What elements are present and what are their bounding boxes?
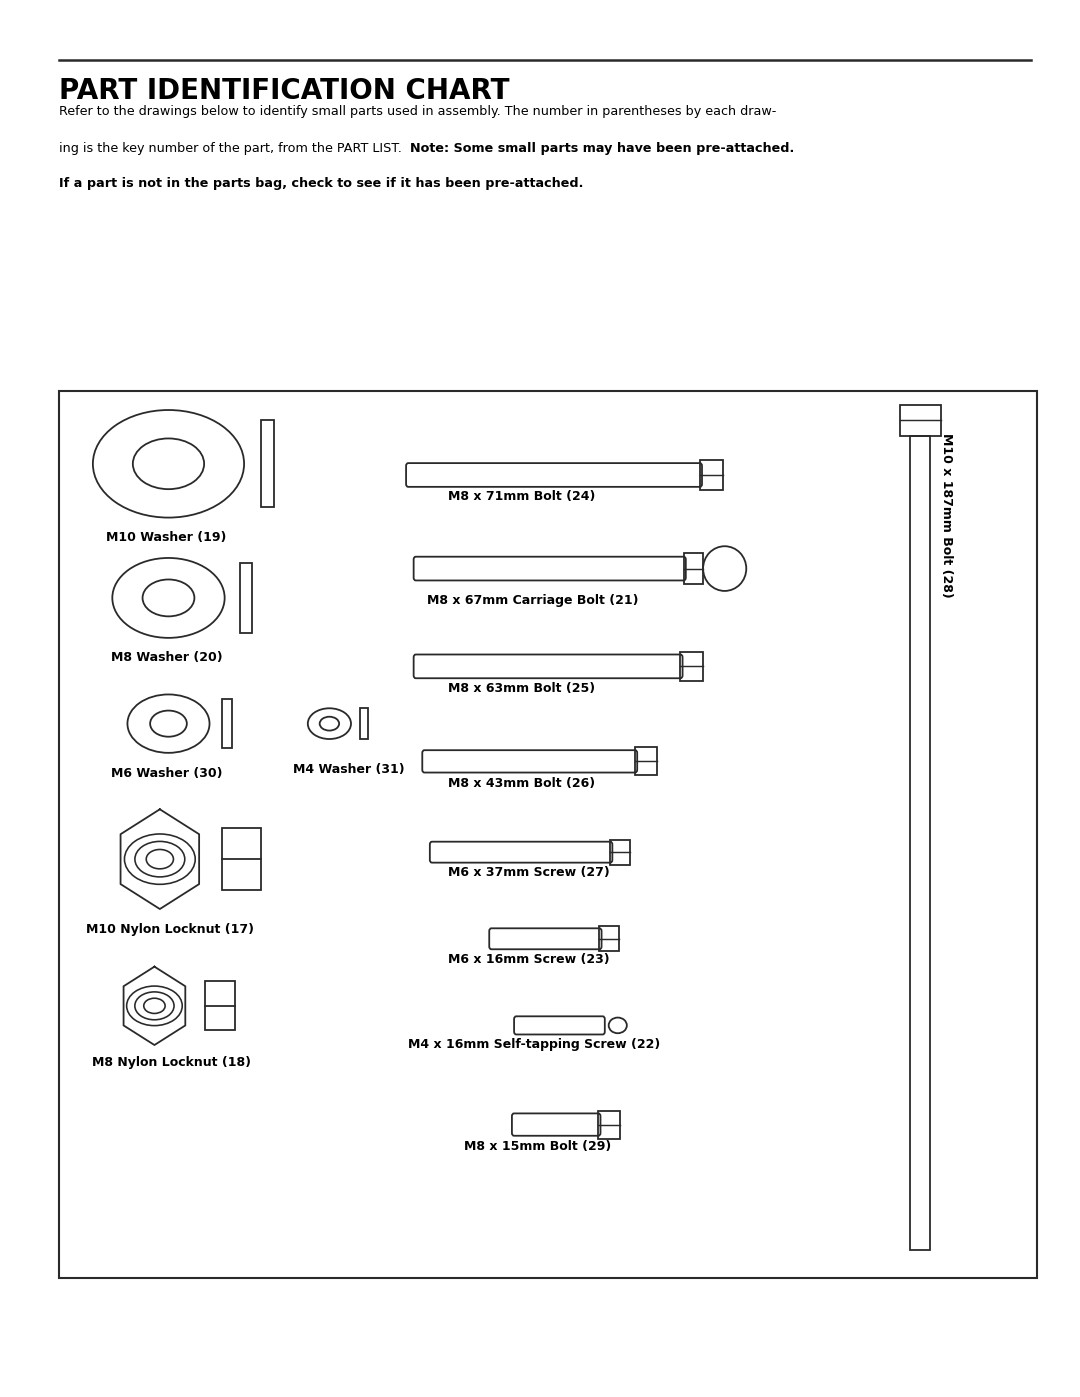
Text: M8 x 43mm Bolt (26): M8 x 43mm Bolt (26) (448, 777, 595, 789)
Bar (222, 700, 232, 749)
Bar (610, 840, 630, 865)
Bar (635, 747, 657, 775)
Text: If a part is not in the parts bag, check to see if it has been pre-attached.: If a part is not in the parts bag, check… (59, 177, 584, 190)
Text: M10 Nylon Locknut (17): M10 Nylon Locknut (17) (86, 923, 255, 936)
Text: M8 x 67mm Carriage Bolt (21): M8 x 67mm Carriage Bolt (21) (427, 594, 638, 606)
Text: M4 x 16mm Self-tapping Screw (22): M4 x 16mm Self-tapping Screw (22) (408, 1038, 661, 1051)
Text: PART IDENTIFICATION CHART: PART IDENTIFICATION CHART (59, 77, 510, 105)
Text: M8 x 71mm Bolt (24): M8 x 71mm Bolt (24) (448, 490, 595, 503)
Bar (700, 461, 723, 489)
Text: M8 Nylon Locknut (18): M8 Nylon Locknut (18) (92, 1056, 251, 1069)
Text: M10 Washer (19): M10 Washer (19) (106, 531, 226, 543)
Bar (598, 1111, 620, 1139)
Bar (900, 405, 941, 436)
Bar (59, 391, 1037, 1278)
Text: ing is the key number of the part, from the PART LIST.: ing is the key number of the part, from … (59, 142, 406, 155)
Text: M8 Washer (20): M8 Washer (20) (111, 651, 222, 664)
Bar (361, 708, 367, 739)
Text: Refer to the drawings below to identify small parts used in assembly. The number: Refer to the drawings below to identify … (59, 105, 777, 117)
Bar (680, 651, 703, 680)
Bar (261, 420, 274, 507)
Bar (684, 553, 703, 584)
Bar (222, 828, 261, 890)
Text: M6 Washer (30): M6 Washer (30) (111, 767, 222, 780)
Text: M8 x 15mm Bolt (29): M8 x 15mm Bolt (29) (464, 1140, 611, 1153)
Bar (205, 981, 235, 1031)
Text: Note: Some small parts may have been pre-attached.: Note: Some small parts may have been pre… (410, 142, 795, 155)
Text: M4 Washer (31): M4 Washer (31) (293, 763, 404, 775)
Bar (240, 563, 253, 633)
Text: M6 x 37mm Screw (27): M6 x 37mm Screw (27) (448, 866, 610, 879)
Text: M10 x 187mm Bolt (28): M10 x 187mm Bolt (28) (940, 433, 953, 598)
Text: M8 x 63mm Bolt (25): M8 x 63mm Bolt (25) (448, 682, 595, 694)
Text: M6 x 16mm Screw (23): M6 x 16mm Screw (23) (448, 953, 610, 965)
Bar (910, 436, 930, 1250)
Bar (599, 926, 619, 951)
